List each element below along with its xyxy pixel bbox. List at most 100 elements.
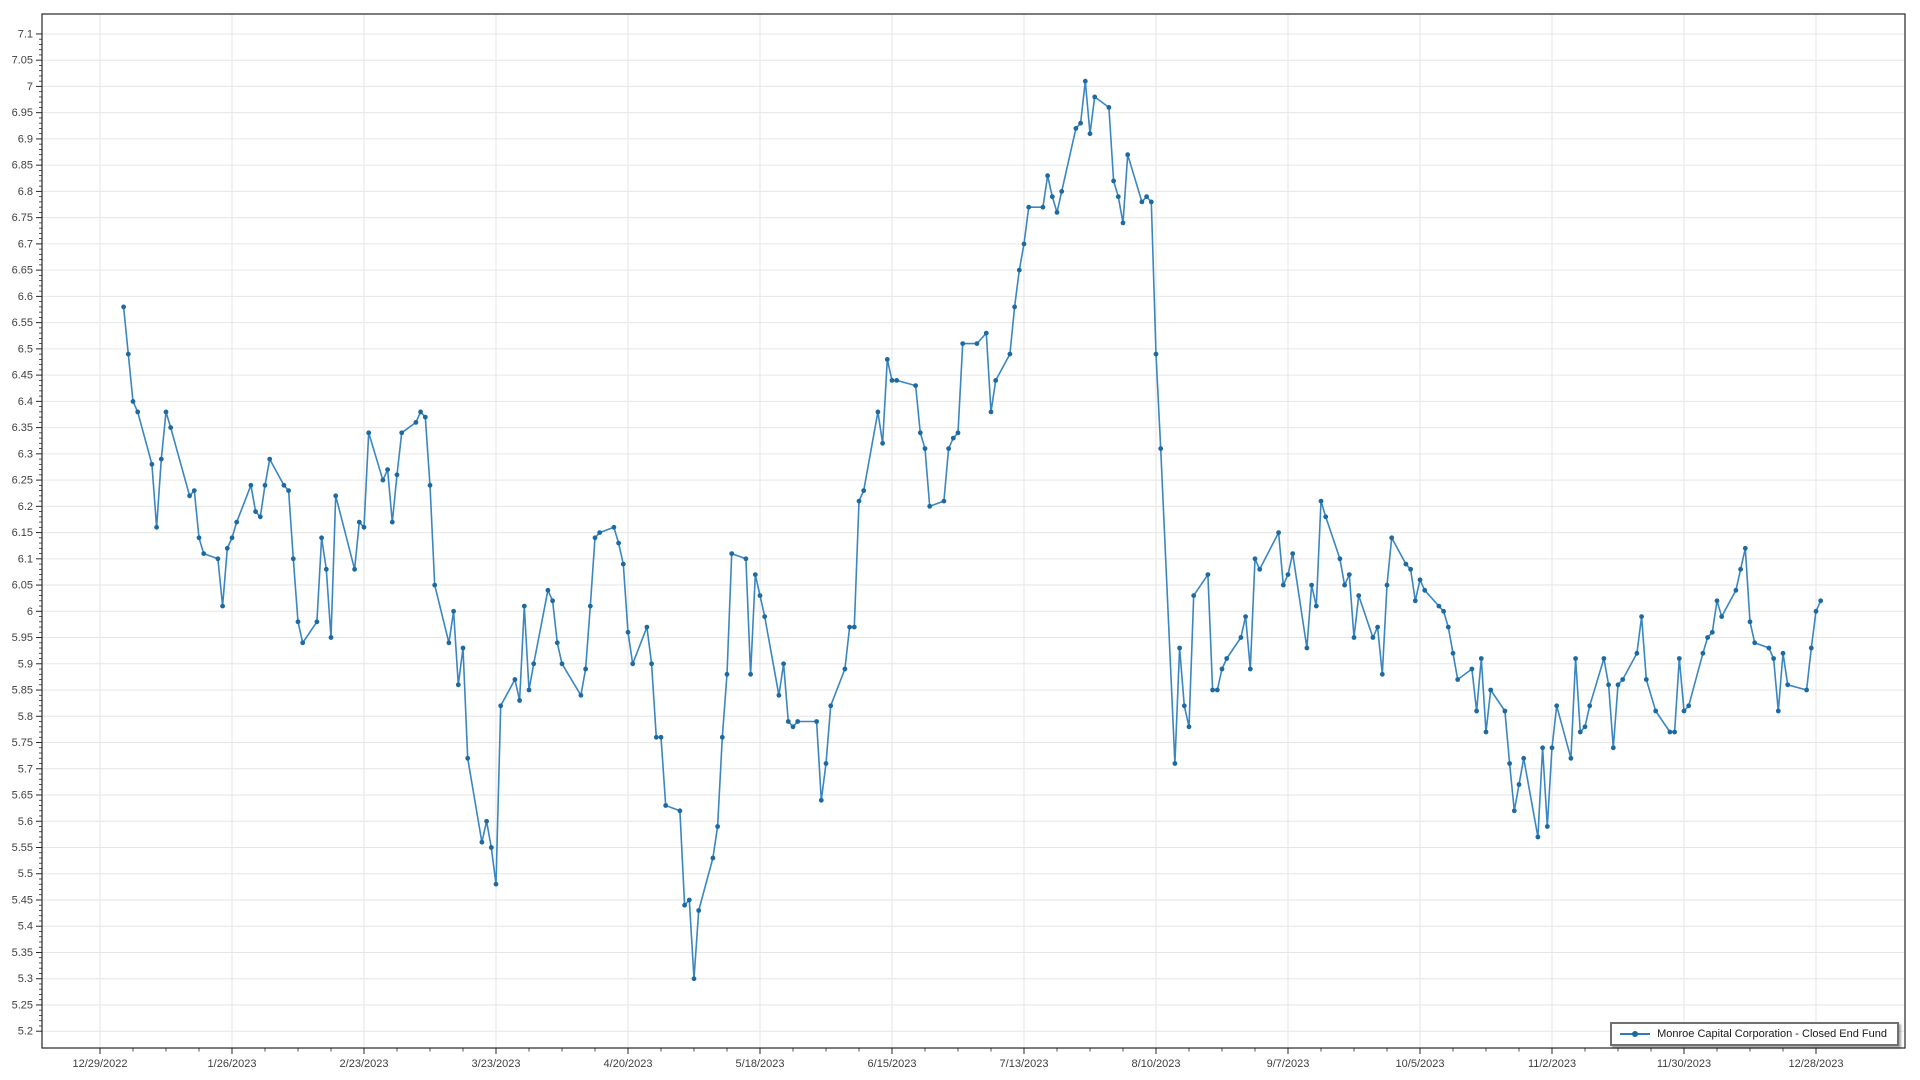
data-point-marker: [432, 582, 438, 588]
data-point-marker: [1582, 724, 1588, 730]
chart-legend[interactable]: Monroe Capital Corporation - Closed End …: [1610, 1022, 1899, 1046]
data-point-marker: [1337, 556, 1343, 562]
data-point-marker: [1111, 178, 1116, 184]
data-point-marker: [1323, 514, 1329, 520]
data-point-marker: [1016, 267, 1022, 273]
data-point-marker: [1436, 603, 1442, 609]
data-point-marker: [814, 719, 819, 724]
y-tick-label: 5.7: [18, 763, 33, 775]
data-point-marker: [1389, 535, 1395, 541]
data-point-marker: [1379, 671, 1385, 677]
data-point-marker: [776, 692, 782, 698]
y-tick-label: 5.5: [18, 868, 33, 880]
y-tick-label: 6.4: [18, 396, 33, 408]
data-point-marker: [224, 545, 230, 551]
data-point-marker: [828, 703, 834, 709]
data-point-marker: [1766, 645, 1772, 651]
data-point-marker: [757, 593, 763, 598]
x-tick-label: 11/30/2023: [1657, 1058, 1711, 1070]
data-point-marker: [1771, 656, 1776, 661]
data-point-marker: [187, 493, 193, 499]
data-point-marker: [616, 540, 621, 546]
data-point-marker: [554, 640, 560, 646]
data-point-marker: [427, 482, 433, 488]
data-point-marker: [710, 855, 716, 861]
data-point-marker: [1577, 729, 1583, 735]
data-point-marker: [1346, 572, 1352, 577]
data-point-marker: [385, 467, 390, 472]
data-point-marker: [1549, 745, 1555, 751]
data-point-marker: [1120, 220, 1126, 226]
series-monroe-capital: [121, 78, 1824, 982]
data-point-marker: [1554, 703, 1560, 709]
y-tick-label: 6.5: [18, 343, 33, 355]
data-point-marker: [1247, 666, 1253, 672]
data-point-marker: [196, 535, 202, 541]
data-point-marker: [135, 409, 141, 415]
data-point-marker: [559, 661, 565, 667]
x-tick-label: 12/29/2022: [72, 1058, 127, 1070]
data-point-marker: [1478, 656, 1484, 661]
data-point-marker: [691, 976, 697, 982]
y-tick-label: 5.25: [12, 999, 33, 1011]
data-point-marker: [1488, 687, 1494, 693]
data-point-marker: [1587, 703, 1593, 709]
data-point-marker: [1219, 666, 1225, 672]
data-point-marker: [1139, 199, 1145, 205]
y-tick-label: 6.65: [12, 265, 33, 277]
data-point-marker: [319, 535, 324, 541]
plot-border: [41, 13, 1906, 1049]
data-point-marker: [1106, 105, 1112, 110]
data-point-marker: [451, 608, 456, 614]
gridlines: [42, 14, 1905, 1048]
y-tick-label: 5.2: [18, 1026, 33, 1038]
data-point-marker: [1177, 645, 1182, 651]
data-point-marker: [253, 509, 258, 514]
data-point-marker: [1012, 304, 1017, 310]
data-point-marker: [121, 304, 126, 310]
data-point-marker: [1412, 598, 1418, 604]
data-point-marker: [922, 446, 928, 451]
data-point-marker: [781, 661, 786, 667]
data-point-marker: [1634, 650, 1640, 656]
y-tick-label: 5.75: [12, 737, 33, 749]
data-point-marker: [1172, 761, 1178, 766]
data-point-marker: [488, 845, 494, 850]
data-point-marker: [856, 498, 862, 504]
data-point-marker: [422, 414, 428, 420]
data-point-marker: [1700, 650, 1706, 656]
data-point-marker: [1709, 629, 1715, 635]
data-point-marker: [1804, 687, 1809, 693]
data-point-marker: [267, 456, 273, 462]
data-point-marker: [1148, 199, 1154, 205]
x-tick-label: 10/5/2023: [1396, 1058, 1445, 1070]
data-point-marker: [1304, 645, 1310, 651]
y-tick-label: 6.55: [12, 317, 33, 329]
data-point-marker: [625, 629, 631, 635]
data-point-marker: [290, 556, 296, 562]
data-point-marker: [295, 619, 301, 625]
data-point-marker: [484, 818, 489, 824]
y-tick-label: 6.7: [18, 238, 33, 250]
data-point-marker: [649, 661, 654, 667]
data-point-marker: [1639, 614, 1644, 619]
data-point-marker: [531, 661, 537, 667]
data-point-marker: [314, 619, 320, 625]
data-point-marker: [262, 482, 268, 488]
data-point-marker: [861, 488, 867, 493]
y-tick-label: 6.8: [18, 186, 33, 198]
data-point-marker: [191, 488, 197, 493]
data-point-marker: [950, 435, 956, 441]
data-point-marker: [1535, 834, 1541, 840]
data-point-marker: [1516, 782, 1522, 787]
data-point-marker: [1483, 729, 1489, 735]
data-point-marker: [1257, 566, 1263, 572]
data-point-marker: [743, 556, 749, 562]
data-point-marker: [163, 409, 169, 415]
data-point-marker: [1785, 682, 1791, 688]
data-point-marker: [1676, 656, 1682, 661]
data-point-marker: [1775, 708, 1781, 714]
data-point-marker: [300, 640, 306, 646]
